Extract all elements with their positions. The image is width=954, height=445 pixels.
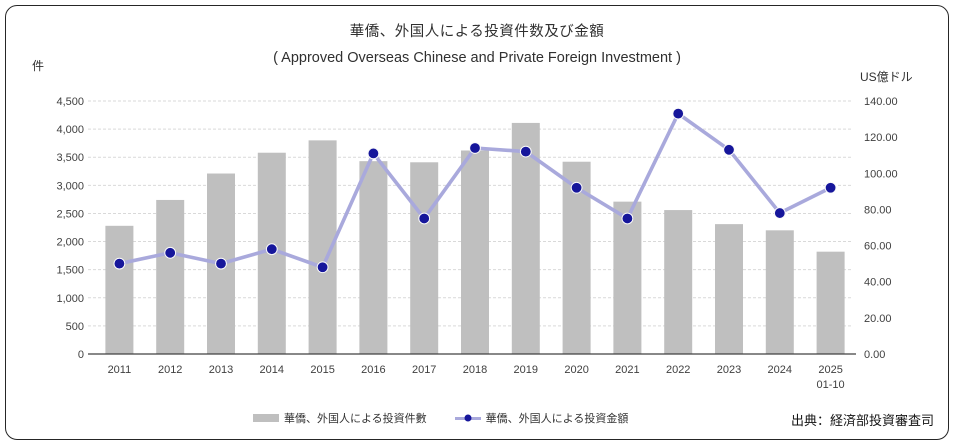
y-axis-label-right: 140.00 <box>864 96 898 108</box>
bar-2022 <box>664 210 693 354</box>
x-axis-label: 2011 <box>108 364 132 376</box>
x-axis-label: 2023 <box>717 364 741 376</box>
bar-2012 <box>156 199 185 354</box>
y-axis-label-right: 60.00 <box>864 241 892 253</box>
x-axis-label: 2019 <box>514 364 538 376</box>
y-axis-label-right: 20.00 <box>864 313 892 325</box>
chart-title: 華僑、外国人による投資件数及び金額 <box>349 24 605 40</box>
bar-2011 <box>105 225 134 354</box>
amount-markers <box>113 107 837 274</box>
y-axis-label-right: 120.00 <box>864 132 898 144</box>
y-axis-label-left: 4,000 <box>56 124 84 136</box>
amount-marker-2011 <box>113 257 126 270</box>
bar-2021 <box>613 201 642 354</box>
y-axis-label-left: 1,500 <box>56 265 84 277</box>
bar-2018 <box>461 150 489 354</box>
amount-marker-2024 <box>773 207 786 219</box>
x-axis-labels: 2011 2012 2013 2014 2015 2016 2017 2018 2019 2020… <box>108 364 845 391</box>
amount-marker-2022 <box>672 107 685 120</box>
amount-marker-2021 <box>621 212 634 225</box>
y-axis-label-right: 40.00 <box>864 277 892 289</box>
amount-marker-2019 <box>519 145 532 158</box>
x-axis-label: 2014 <box>260 364 284 376</box>
bar-2016 <box>359 161 388 354</box>
line-series-swatch-dot <box>464 414 472 422</box>
x-axis-label: 2025 01-10 <box>817 364 845 391</box>
y-axis-label-left: 3,500 <box>56 152 84 164</box>
x-axis-label: 2022 <box>666 364 690 376</box>
bar-2019 <box>511 122 540 354</box>
bar-2024 <box>765 230 794 354</box>
y-axis-label-right: 100.00 <box>864 168 898 180</box>
bar-series-swatch <box>253 414 279 422</box>
bar-2017 <box>410 162 439 354</box>
x-axis-label: 2012 <box>158 364 182 376</box>
amount-marker-2018 <box>469 142 481 154</box>
y-axis-label-left: 4,500 <box>56 96 84 108</box>
y-axis-label-right: 80.00 <box>864 204 892 216</box>
x-axis-label: 2015 <box>310 364 334 376</box>
bar-2023 <box>715 224 743 354</box>
y-axis-label-left: 3,000 <box>56 180 84 192</box>
y-axis-label-left: 0 <box>78 349 84 361</box>
x-axis-label: 2017 <box>412 364 436 376</box>
x-axis-label: 2018 <box>463 364 487 376</box>
y-axis-label-left: 1,000 <box>56 293 84 305</box>
amount-marker-2025 <box>824 181 837 194</box>
legend-label-cases: 華僑、外国人による投資件數 <box>284 413 427 425</box>
y-axis-label-left: 2,000 <box>56 237 84 249</box>
x-axis-label: 2020 <box>564 364 588 376</box>
left-axis-labels: 0 500 1,000 1,500 2,000 2,500 3,000 3,500 4,000 4… <box>56 96 84 361</box>
amount-marker-2015 <box>316 261 329 274</box>
amount-marker-2014 <box>265 243 278 256</box>
bar-2025 <box>816 251 845 354</box>
amount-marker-2023 <box>723 143 735 156</box>
amount-marker-2012 <box>164 246 177 259</box>
x-axis-label: 2024 <box>768 364 792 376</box>
x-axis-label: 2013 <box>209 364 233 376</box>
chart-subtitle: ( Approved Overseas Chinese and Private … <box>273 50 681 66</box>
right-axis-labels: 0.00 20.00 40.00 60.00 80.00 100.00 120.00 140.… <box>864 96 898 361</box>
y-axis-label-left: 2,500 <box>56 208 84 220</box>
amount-marker-2016 <box>367 147 380 160</box>
amount-marker-2017 <box>418 212 431 225</box>
source-text: 出典：経済部投資審査司 <box>790 413 934 428</box>
left-axis-unit-label: 件 <box>32 59 45 73</box>
line-series-swatch <box>454 414 481 422</box>
legend-label-amount: 華僑、外国人による投資金額 <box>485 413 629 425</box>
x-axis-label: 2021 <box>615 364 639 376</box>
legend-item-amount: 華僑、外国人による投資金額 <box>454 410 629 426</box>
legend-item-cases: 華僑、外国人による投資件數 <box>253 410 427 426</box>
x-axis-label: 2016 <box>361 364 385 376</box>
right-axis-unit-label: US億ドル <box>860 70 913 84</box>
amount-marker-2020 <box>570 181 583 194</box>
legend: 華僑、外国人による投資件數 華僑、外国人による投資金額 <box>253 410 628 426</box>
amount-marker-2013 <box>215 257 227 270</box>
y-axis-label-left: 500 <box>66 321 84 333</box>
y-axis-label-right: 0.00 <box>864 349 885 361</box>
